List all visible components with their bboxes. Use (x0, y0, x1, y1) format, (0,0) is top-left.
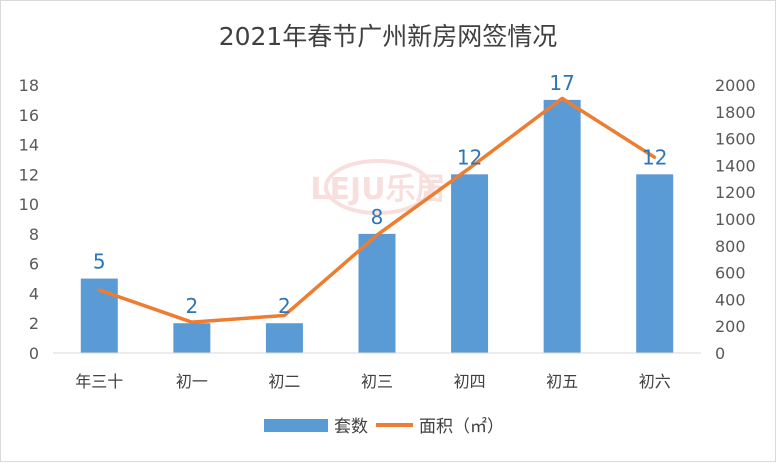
right-tick-label: 0 (715, 344, 725, 363)
line-point (97, 288, 101, 292)
bar (173, 323, 211, 353)
left-tick-label: 14 (19, 136, 39, 155)
right-tick-label: 600 (715, 264, 746, 283)
x-tick-label: 初五 (546, 372, 578, 391)
legend-label-bar: 套数 (334, 417, 368, 437)
left-tick-label: 12 (19, 165, 39, 184)
x-tick-label: 初一 (176, 372, 208, 391)
right-tick-label: 400 (715, 290, 746, 309)
left-axis: 0 2 4 6 8 10 12 14 16 18 (19, 76, 39, 363)
line-point (282, 313, 286, 317)
right-tick-label: 1400 (715, 156, 756, 175)
bar-value-label: 2 (185, 294, 198, 318)
left-tick-label: 18 (19, 76, 39, 95)
line-series (97, 96, 657, 324)
left-tick-label: 4 (29, 284, 39, 303)
line-point (653, 155, 657, 159)
bar-value-label: 8 (371, 205, 384, 229)
right-tick-label: 2000 (715, 76, 756, 95)
left-tick-label: 2 (29, 314, 39, 333)
x-axis-labels: 年三十 初一 初二 初三 初四 初五 初六 (53, 352, 701, 391)
bar-data-labels: 5 2 2 8 12 17 12 (93, 71, 668, 318)
right-tick-label: 200 (715, 317, 746, 336)
x-tick-label: 初二 (268, 372, 300, 391)
line-point (190, 320, 194, 324)
line-point (560, 96, 564, 100)
right-tick-label: 1600 (715, 130, 756, 149)
bar-value-label: 2 (278, 294, 291, 318)
line-point (468, 166, 472, 170)
right-tick-label: 1000 (715, 210, 756, 229)
left-tick-label: 0 (29, 344, 39, 363)
bar (636, 174, 674, 353)
right-tick-label: 1200 (715, 183, 756, 202)
bar (543, 99, 581, 353)
legend-label-line: 面积（㎡） (419, 417, 504, 437)
bar-value-label: 5 (93, 250, 106, 274)
x-tick-label: 年三十 (75, 372, 123, 391)
legend: 套数 面积（㎡） (264, 417, 504, 437)
left-tick-label: 8 (29, 225, 39, 244)
x-tick-label: 初六 (639, 372, 671, 391)
bar-value-label: 17 (549, 71, 574, 95)
bar-value-label: 12 (642, 145, 667, 169)
bar (358, 233, 396, 353)
chart-title: 2021年春节广州新房网签情况 (219, 22, 558, 51)
x-tick-label: 初三 (361, 372, 393, 391)
bar-value-label: 12 (457, 145, 482, 169)
right-tick-label: 800 (715, 237, 746, 256)
bar (451, 174, 489, 353)
legend-swatch-bar (264, 419, 328, 432)
bar (265, 323, 303, 353)
bar-series (80, 99, 674, 353)
right-tick-label: 1800 (715, 103, 756, 122)
left-tick-label: 6 (29, 255, 39, 274)
left-tick-label: 10 (19, 195, 39, 214)
x-tick-label: 初四 (454, 372, 486, 391)
right-axis: 0 200 400 600 800 1000 1200 1400 1600 1800 2000 (715, 76, 756, 363)
line-point (375, 233, 379, 237)
left-tick-label: 16 (19, 106, 39, 125)
